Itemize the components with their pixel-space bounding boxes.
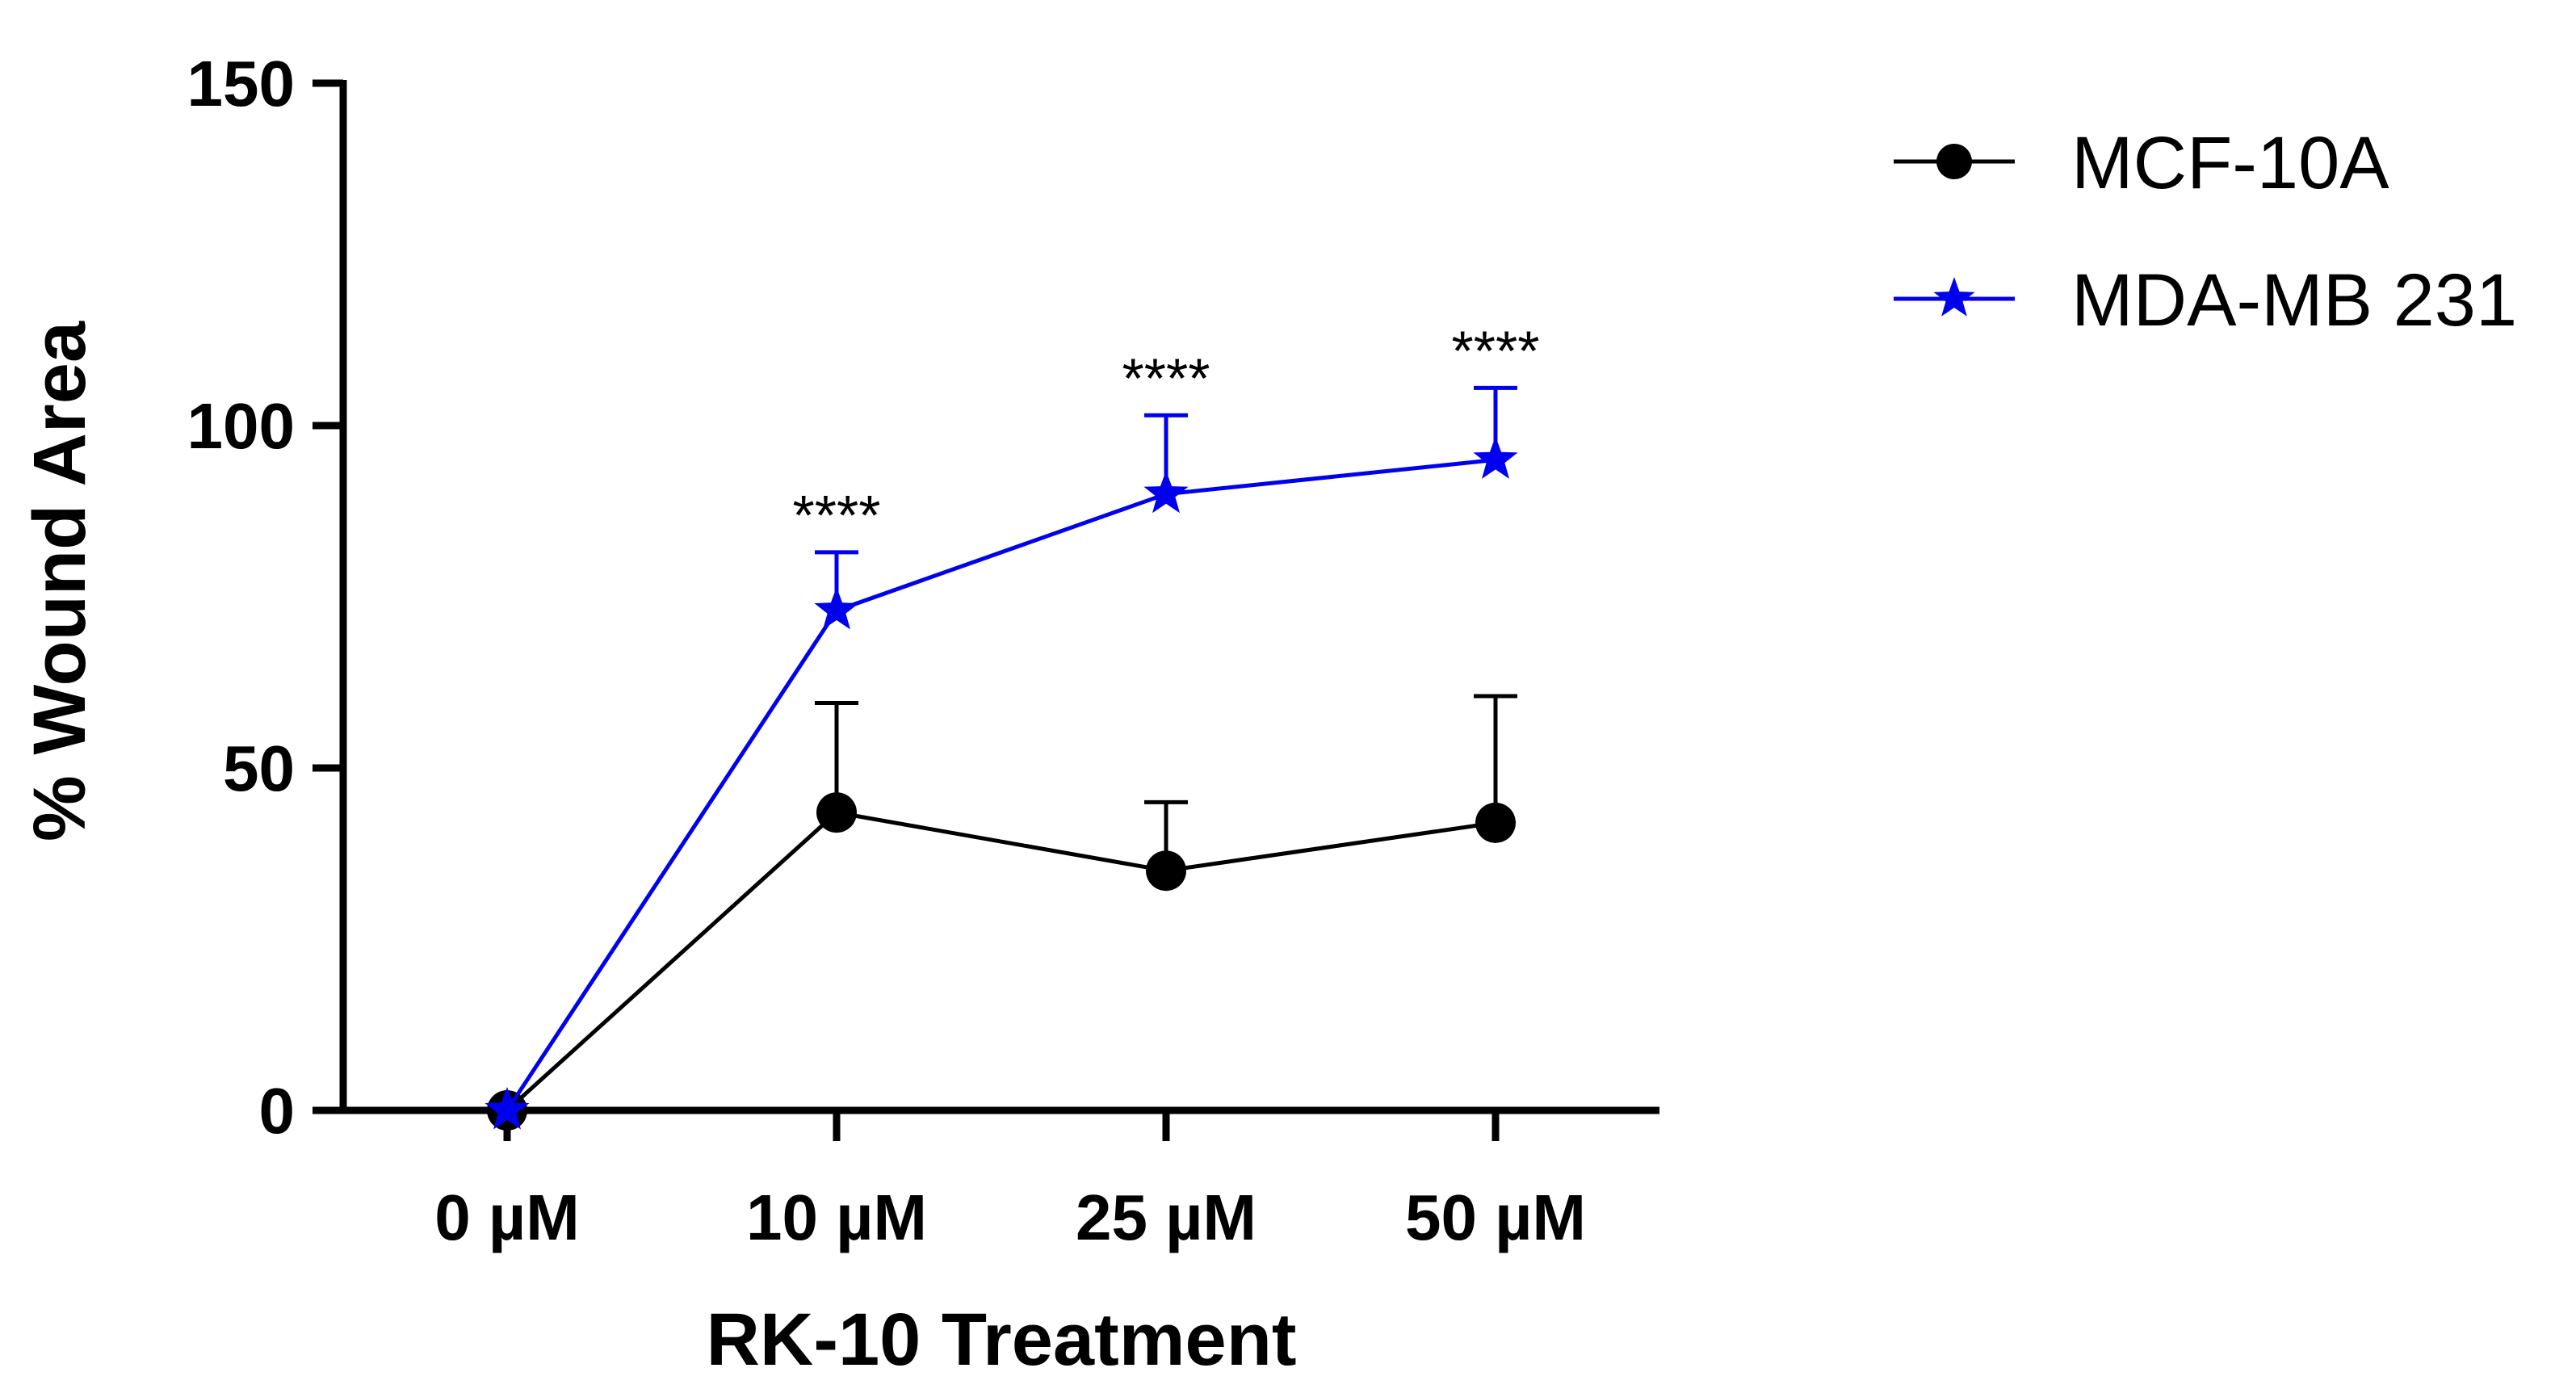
series-line [505,457,1496,1112]
series-layer [485,385,1518,1131]
data-point [816,792,857,833]
data-point [485,1087,530,1130]
data-point [1475,802,1516,843]
series-line [506,810,1496,1112]
data-point [1143,470,1189,514]
series-mda-mb-231 [485,385,1518,1130]
data-point [1473,436,1518,479]
data-point [1146,850,1186,892]
annotation-layer: **** **** **** [793,319,1540,547]
y-tick-label: 0 [259,1075,296,1147]
x-tick-label: 0 µM [434,1181,579,1253]
legend-item: MCF-10A [1894,122,2389,204]
legend-label: MCF-10A [2071,122,2389,204]
series-mcf-10a [487,694,1517,1131]
legend-label: MDA-MB 231 [2071,259,2517,342]
axes-layer: 0 50 100 150 0 µM 10 µM 25 µM 50 µM [187,48,1659,1253]
x-tick-label: 25 µM [1076,1181,1257,1253]
x-tick-label: 10 µM [746,1181,927,1253]
legend-marker [1936,144,1972,179]
significance-marker: **** [793,484,881,547]
y-tick-label: 150 [187,48,295,120]
y-tick-label: 100 [187,390,295,462]
legend-marker [1933,277,1975,317]
y-tick-label: 50 [223,732,295,804]
data-point [814,587,859,630]
significance-marker: **** [1122,346,1210,409]
legend-item: MDA-MB 231 [1894,259,2517,342]
legend: MCF-10A MDA-MB 231 [1894,122,2517,342]
y-axis-title: % Wound Area [19,321,101,841]
x-tick-label: 50 µM [1405,1181,1586,1253]
x-axis-title: RK-10 Treatment [706,1299,1296,1381]
significance-marker: **** [1452,319,1540,382]
